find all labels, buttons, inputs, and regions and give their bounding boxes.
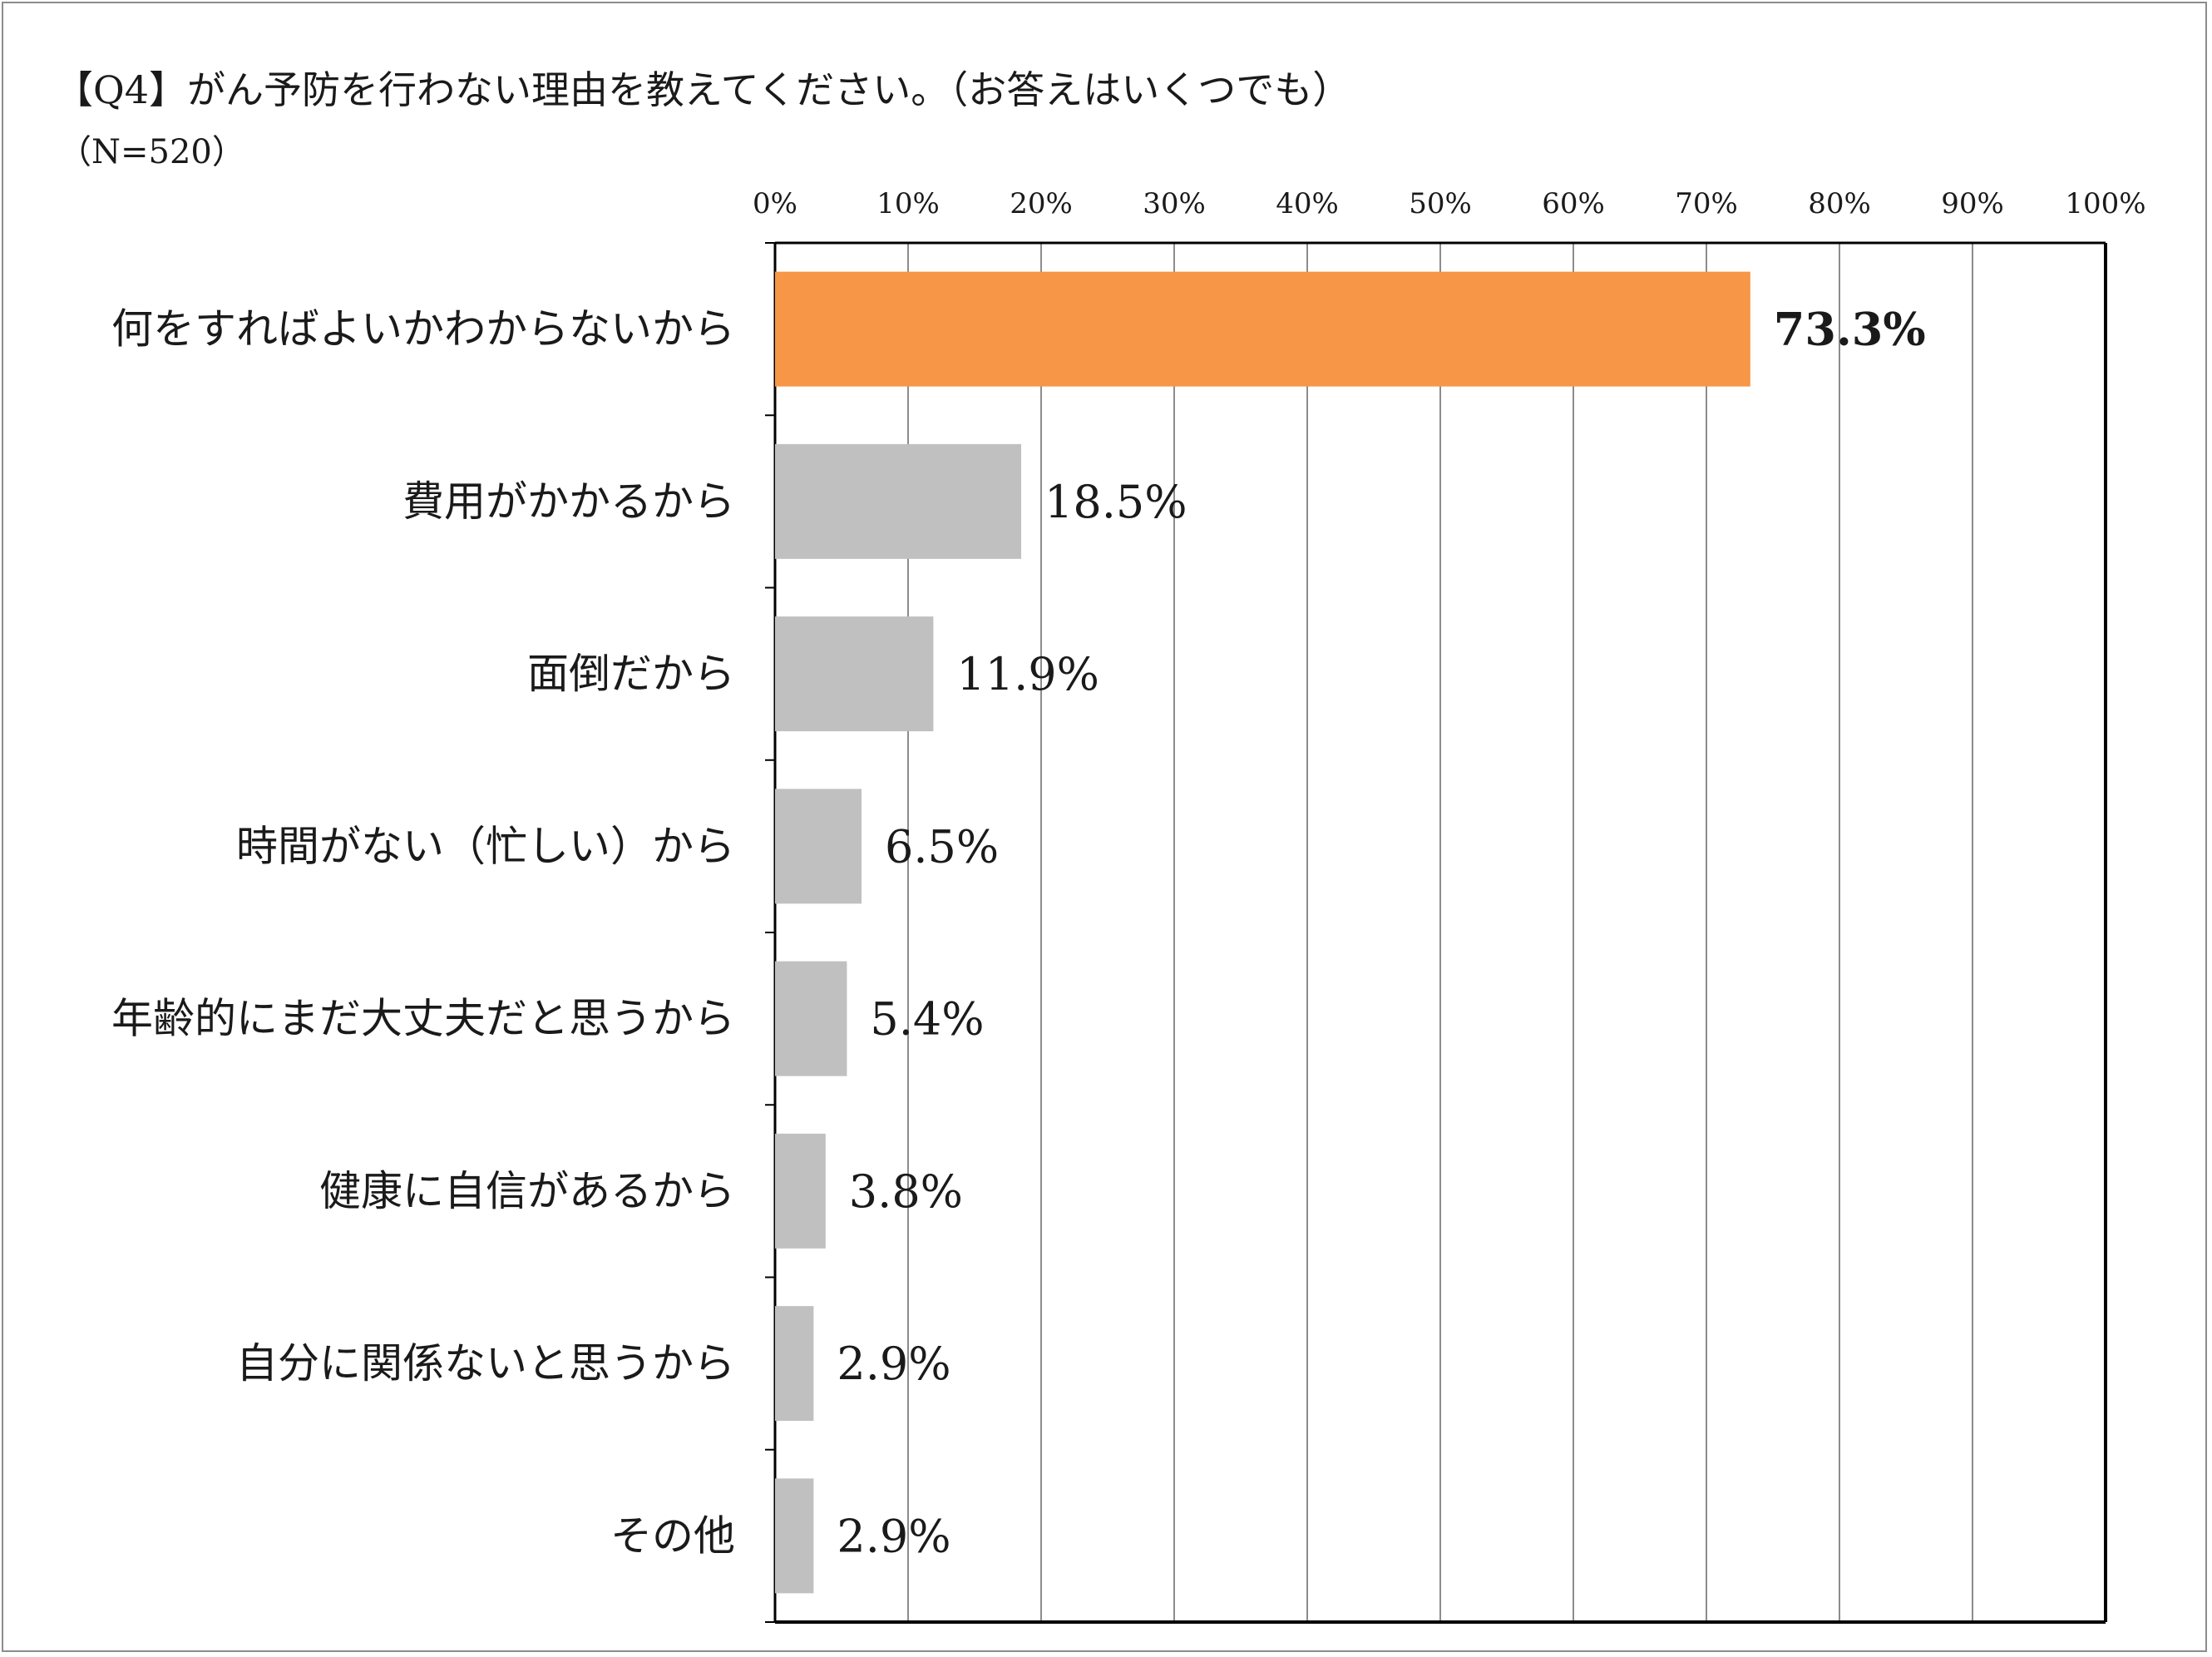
x-tick-label: 0% [753, 187, 797, 220]
value-label: 6.5% [885, 820, 999, 873]
x-tick-label: 90% [1941, 187, 2004, 220]
value-label: 11.9% [956, 648, 1099, 700]
bar [775, 271, 1750, 387]
value-label: 5.4% [870, 993, 984, 1046]
category-label: 費用がかかるから [402, 477, 735, 526]
x-tick-label: 80% [1808, 187, 1871, 220]
bar [775, 1478, 814, 1594]
x-tick-label: 20% [1010, 187, 1073, 220]
value-label: 2.9% [837, 1510, 950, 1562]
bar [775, 1306, 814, 1422]
bar [775, 443, 1021, 559]
x-tick-label: 50% [1409, 187, 1472, 220]
category-label: 何をすればよいかわからないから [111, 305, 735, 354]
bar [775, 789, 862, 904]
category-label: 自分に関係ないと思うから [236, 1339, 735, 1387]
bar [775, 1133, 826, 1249]
category-label: 健康に自信があるから [319, 1167, 735, 1215]
category-label: 面倒だから [527, 650, 735, 698]
value-label: 3.8% [849, 1165, 963, 1218]
value-label: 18.5% [1044, 476, 1187, 528]
value-label: 2.9% [837, 1338, 950, 1390]
bar [775, 961, 847, 1076]
category-label: 年齢的にまだ大丈夫だと思うから [111, 995, 735, 1043]
x-tick-label: 100% [2065, 187, 2145, 220]
category-label: その他 [610, 1511, 735, 1560]
chart-title: 【Q4】がん予防を行わない理由を教えてください。（お答えはいくつでも） [55, 67, 1351, 112]
x-tick-label: 10% [876, 187, 940, 220]
x-tick-label: 70% [1675, 187, 1738, 220]
x-tick-label: 30% [1143, 187, 1206, 220]
bar [775, 616, 934, 732]
x-tick-label: 40% [1276, 187, 1339, 220]
x-tick-label: 60% [1542, 187, 1605, 220]
chart-subtitle: （N=520） [58, 133, 245, 171]
value-label: 73.3% [1774, 303, 1926, 356]
category-label: 時間がない（忙しい）から [236, 822, 735, 870]
